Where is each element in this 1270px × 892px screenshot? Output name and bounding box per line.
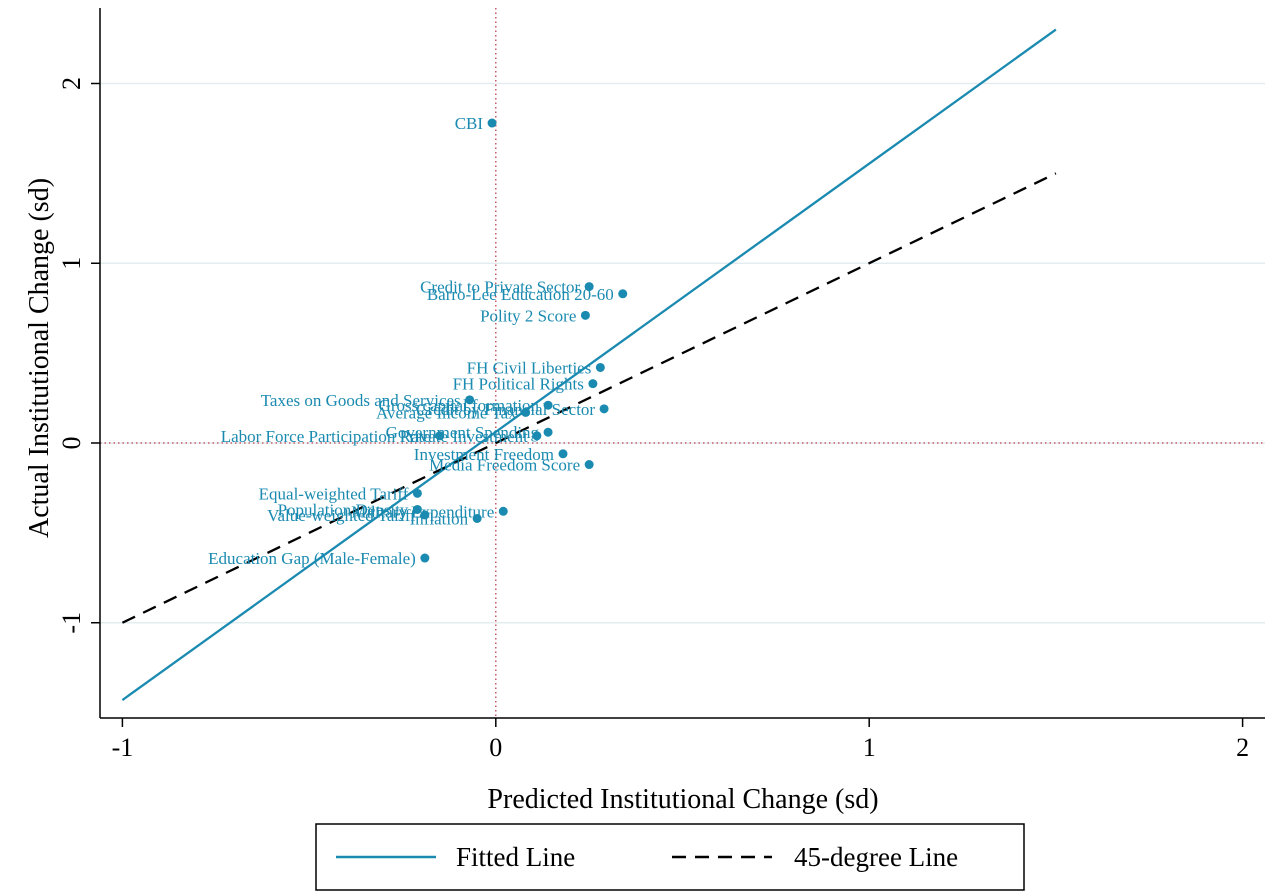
legend-label-45-degree-line: 45-degree Line — [794, 842, 958, 872]
data-point-barro-lee-education-20-60 — [618, 289, 628, 299]
data-point-polity-2-score — [580, 310, 590, 320]
data-point-education-gap-male-female — [420, 553, 430, 563]
reference-lines — [100, 8, 1265, 718]
data-point-value-weighted-tariff — [420, 510, 430, 520]
data-point-fh-political-rights — [588, 379, 598, 389]
point-label-average-income-tax: Average Income Tax — [376, 403, 517, 422]
data-point-government-spending — [543, 427, 553, 437]
y-tick-label-0: 0 — [57, 436, 86, 449]
point-label-government-spending: Government Spending — [386, 423, 540, 442]
data-point-population-density — [412, 504, 422, 514]
point-label-labor-force-participation-rate: Labor Force Participation Rate — [221, 427, 431, 446]
legend-label-fitted-line: Fitted Line — [456, 842, 575, 872]
data-point-military-expenditure — [498, 506, 508, 516]
x-tick-label-1: -1 — [112, 733, 134, 762]
point-label-taxes-on-goods-and-services: Taxes on Goods and Services — [261, 391, 461, 410]
x-tick-label-2: 2 — [1236, 733, 1249, 762]
series-line-fitted-line — [121, 28, 1057, 701]
data-point-average-income-tax — [521, 407, 531, 417]
x-axis-label: Predicted Institutional Change (sd) — [487, 784, 878, 815]
data-point-taxes-on-goods-and-services — [465, 395, 475, 405]
x-tick-label-1: 1 — [863, 733, 876, 762]
point-label-media-freedom-score: Media Freedom Score — [429, 456, 580, 475]
point-label-fh-civil-liberties: FH Civil Liberties — [467, 358, 592, 377]
x-axis-ticks: -1 0 1 2 — [112, 718, 1249, 762]
y-tick-label-1: 1 — [57, 257, 86, 270]
point-label-barro-lee-education-20-60: Barro-Lee Education 20-60 — [427, 285, 614, 304]
data-point-private-investment — [532, 431, 542, 441]
data-point-media-freedom-score — [584, 460, 594, 470]
point-label-investment-freedom: Investment Freedom — [414, 445, 554, 464]
data-point-equal-weighted-tariff — [412, 488, 422, 498]
point-label-inflation: Inflation — [410, 509, 469, 528]
point-label-value-weighted-tariff: Value-weighted Tariff — [267, 506, 416, 525]
point-label-polity-2-score: Polity 2 Score — [480, 306, 576, 325]
data-point-fh-civil-liberties — [595, 362, 605, 372]
point-label-population-density: Population Density — [278, 500, 409, 519]
point-label-gross-capital-formation: Gross capital formation — [379, 396, 540, 415]
series-line-45-degree-line — [121, 172, 1057, 624]
data-point-inflation — [472, 513, 482, 523]
data-point-labor-force-participation-rate — [435, 431, 445, 441]
point-label-equal-weighted-tariff: Equal-weighted Tariff — [259, 484, 409, 503]
y-tick-label-1: -1 — [57, 612, 86, 634]
data-point-cbi — [487, 118, 497, 128]
series-lines — [121, 28, 1057, 701]
data-point-gross-capital-formation — [543, 400, 553, 410]
point-label-education-gap-male-female: Education Gap (Male-Female) — [208, 549, 416, 568]
data-point-investment-freedom — [558, 449, 568, 459]
y-tick-label-2: 2 — [57, 77, 86, 90]
y-axis-label: Actual Institutional Change (sd) — [24, 178, 55, 538]
point-label-credit-to-private-sector: Credit to Private Sector — [420, 278, 580, 297]
point-label-fh-political-rights: FH Political Rights — [453, 375, 584, 394]
y-axis-ticks: -1 0 1 2 — [57, 77, 100, 634]
x-tick-label-0: 0 — [489, 733, 502, 762]
legend: Fitted Line 45-degree Line — [315, 823, 1025, 891]
axes — [99, 8, 1265, 719]
point-label-private-investment: Private Investment — [400, 427, 528, 446]
point-label-cbi: CBI — [455, 114, 484, 133]
data-point-credit-by-financial-sector — [599, 404, 609, 414]
data-point-credit-to-private-sector — [584, 282, 594, 292]
